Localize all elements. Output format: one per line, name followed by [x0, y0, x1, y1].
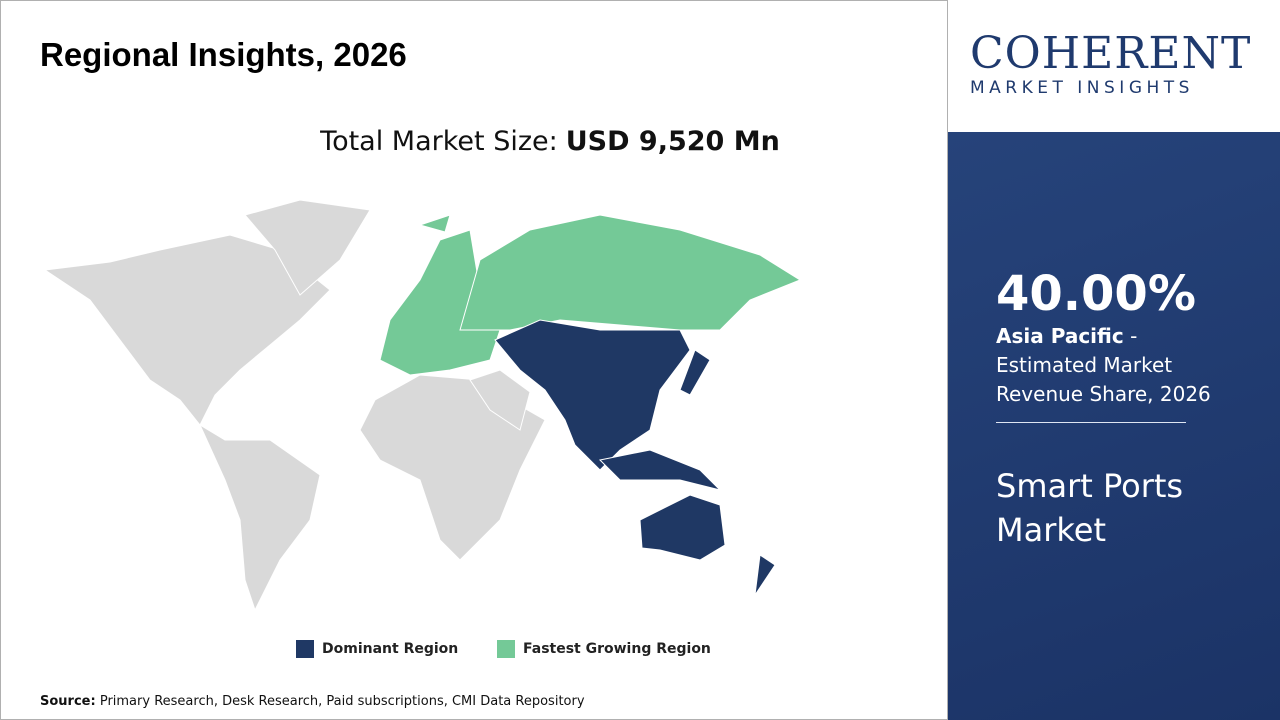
source-text: Primary Research, Desk Research, Paid su… — [99, 694, 585, 709]
market-size-value: USD 9,520 Mn — [565, 126, 780, 157]
logo: COHERENT MARKET INSIGHTS — [948, 0, 1280, 132]
share-description: Asia Pacific - Estimated Market Revenue … — [996, 322, 1236, 409]
legend-label: Fastest Growing Region — [523, 641, 711, 657]
share-value: 40.00% — [996, 266, 1196, 322]
legend-fastest: Fastest Growing Region — [497, 640, 711, 658]
region-name: Asia Pacific — [996, 324, 1124, 348]
description-text: - Estimated Market Revenue Share, 2026 — [996, 324, 1211, 406]
legend-label: Dominant Region — [322, 641, 459, 657]
legend-dominant: Dominant Region — [296, 640, 458, 658]
market-name: Smart Ports Market — [996, 467, 1184, 549]
title: Regional Insights, 2026 — [40, 36, 407, 73]
market-size-label: Total Market Size: — [320, 126, 558, 157]
source-label: Source: — [40, 694, 96, 709]
source: Source: Primary Research, Desk Research,… — [40, 694, 585, 709]
logo-name: COHERENT — [970, 28, 1252, 79]
market-size: Total Market Size: USD 9,520 Mn — [0, 126, 1100, 157]
sidebar: 40.00% Asia Pacific - Estimated Market R… — [948, 132, 1280, 720]
world-map — [43, 199, 802, 612]
divider — [996, 422, 1186, 423]
logo-tagline: MARKET INSIGHTS — [970, 78, 1194, 98]
